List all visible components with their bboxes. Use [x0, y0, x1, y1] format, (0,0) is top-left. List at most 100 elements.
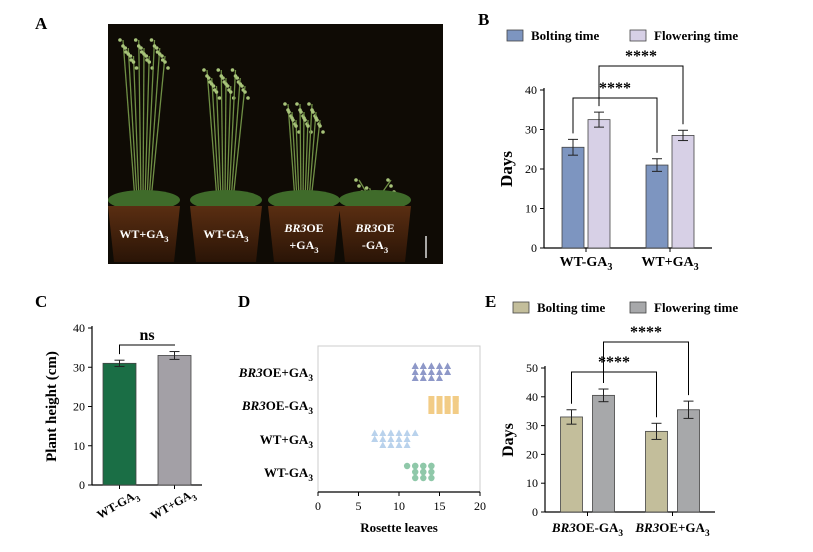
flower-cluster — [211, 84, 216, 88]
y-tick-label: 40 — [525, 83, 537, 97]
pot-label: WT+GA3 — [119, 227, 169, 244]
bar — [671, 135, 695, 249]
pot-body — [339, 206, 411, 262]
flower-cluster — [246, 96, 250, 100]
rosette — [268, 190, 340, 210]
data-point — [395, 429, 403, 436]
x-tick-label: WT+GA3 — [641, 255, 698, 273]
legend-swatch — [629, 301, 647, 314]
flower-cluster — [123, 46, 128, 50]
flower-cluster — [321, 130, 325, 134]
stem — [206, 69, 218, 201]
stem — [299, 103, 302, 201]
flower-cluster — [160, 54, 164, 58]
panel-e-chart: 0 10 20 30 40 50 Days BR3OE-GA3 BR3OE+GA3 Bolting… — [500, 300, 738, 539]
bar-group — [102, 359, 137, 486]
data-point — [411, 429, 419, 436]
flower-cluster — [131, 60, 136, 64]
flower-cluster — [128, 54, 133, 58]
data-point — [444, 362, 452, 369]
x-tick-label: WT-GA3 — [94, 487, 142, 525]
significance-label: **** — [625, 48, 657, 65]
y-category-label: WT+GA3 — [260, 432, 314, 451]
plant-1 — [108, 38, 180, 210]
bar — [587, 119, 611, 249]
pot-label: BR3OE — [354, 221, 394, 235]
bracket-line — [572, 97, 658, 153]
flower-cluster — [228, 90, 233, 94]
significance-label: ns — [139, 327, 154, 344]
data-point — [428, 462, 435, 470]
legend-label: Flowering time — [654, 300, 738, 315]
bar — [102, 362, 137, 486]
stem — [211, 77, 220, 201]
y-tick-label: 30 — [73, 360, 85, 374]
panel-label-c: C — [35, 292, 48, 311]
y-tick-label: 10 — [73, 439, 85, 453]
stem — [122, 39, 136, 201]
data-point — [395, 435, 403, 442]
bar — [560, 416, 583, 513]
data-point — [452, 408, 459, 414]
bar — [592, 394, 615, 513]
panel-label-d: D — [238, 292, 251, 311]
data-point — [444, 368, 452, 375]
bracket-line — [603, 341, 689, 396]
flower-cluster — [303, 118, 307, 122]
data-point — [444, 396, 451, 402]
flower-cluster — [291, 118, 295, 122]
significance-bracket: **** — [603, 324, 689, 396]
bar — [677, 409, 700, 513]
data-point — [436, 362, 443, 369]
bar-group — [560, 409, 583, 513]
pot-1: WT+GA3 — [108, 206, 180, 262]
data-point — [412, 474, 419, 482]
stem — [148, 47, 161, 201]
y-tick-label: 40 — [73, 321, 85, 335]
data-point — [411, 374, 419, 381]
stem — [127, 47, 138, 201]
flower-cluster — [306, 124, 310, 128]
data-point — [436, 368, 443, 375]
stem — [291, 111, 298, 201]
bar-group — [645, 422, 668, 513]
pot-2: WT-GA3 — [190, 206, 262, 262]
x-tick-label: BR3OE+GA3 — [634, 520, 710, 539]
data-point — [427, 374, 435, 381]
data-point — [420, 468, 427, 476]
data-point — [427, 362, 435, 369]
flower-cluster — [307, 102, 311, 106]
y-tick-label: 30 — [526, 419, 538, 433]
bar-group — [677, 400, 700, 513]
data-point — [428, 396, 435, 402]
panel-label-b: B — [478, 10, 490, 29]
flower-cluster — [243, 90, 247, 94]
flower-cluster — [357, 184, 361, 188]
x-tick-label: WT-GA3 — [560, 255, 613, 273]
data-point — [419, 368, 427, 375]
y-category-label: BR3OE+GA3 — [238, 365, 314, 384]
panel-b-chart: 0 10 20 30 40 Days WT-GA3 WT+GA3 Bolting time Flo… — [497, 28, 738, 273]
data-point — [428, 408, 435, 414]
y-tick-label: 10 — [525, 202, 537, 216]
data-point — [411, 368, 419, 375]
legend-label: Bolting time — [537, 300, 605, 315]
flower-cluster — [216, 68, 221, 72]
x-tick-label: BR3OE-GA3 — [551, 520, 623, 539]
data-point — [371, 429, 379, 436]
y-axis-label: Plant height (cm) — [44, 351, 60, 462]
flower-cluster — [144, 54, 149, 58]
data-point — [436, 402, 443, 408]
legend-swatch — [629, 29, 647, 42]
panel-label-e: E — [485, 292, 497, 311]
stem — [308, 111, 317, 201]
stem — [144, 55, 150, 201]
pot-label: BR3OE — [283, 221, 323, 235]
x-tick-label: 10 — [393, 499, 405, 513]
stem — [287, 103, 296, 201]
data-point — [371, 435, 379, 442]
legend-swatch — [512, 301, 530, 314]
y-tick-label: 10 — [526, 476, 538, 490]
flower-cluster — [217, 96, 222, 100]
